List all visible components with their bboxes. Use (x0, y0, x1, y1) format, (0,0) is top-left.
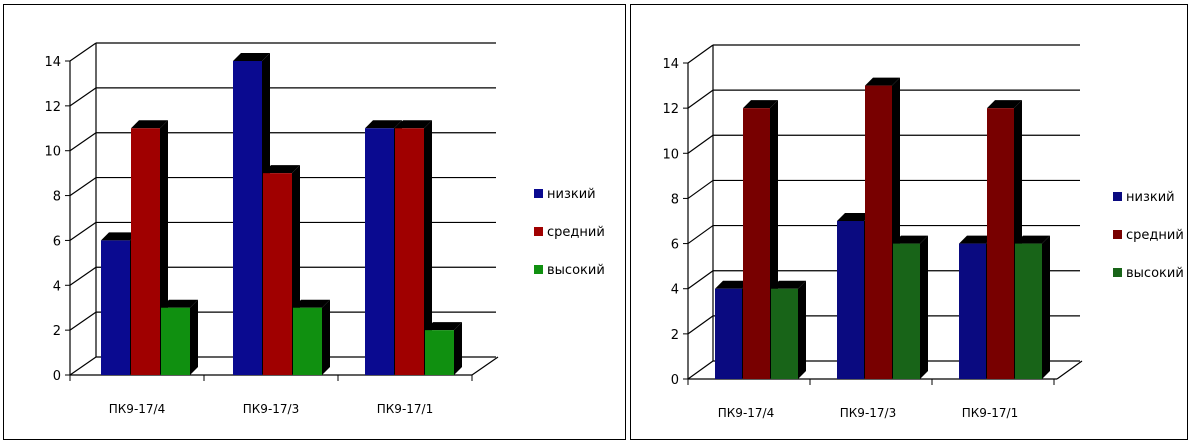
bar-top (715, 280, 750, 289)
bar-side (424, 120, 432, 376)
bar-низкий-0 (715, 288, 742, 379)
bar-top (771, 280, 806, 289)
grid-connector (69, 266, 97, 286)
legend-swatch (1113, 268, 1122, 277)
bar-высокий-1 (293, 307, 322, 375)
y-tick-label: 6 (53, 234, 61, 249)
bar-top (743, 100, 778, 109)
x-tick-label: ПК9-17/1 (377, 402, 433, 416)
bar-top (131, 120, 168, 129)
bar-высокий-2 (425, 330, 454, 375)
bar-top (395, 120, 432, 129)
grid-connector (687, 360, 714, 380)
y-tick-label: 4 (53, 279, 61, 294)
bar-низкий-2 (959, 243, 986, 379)
x-tick-label: ПК9-17/4 (718, 406, 774, 420)
legend-label: высокий (547, 263, 605, 278)
legend-label: высокий (1126, 266, 1184, 281)
y-tick-label: 10 (662, 147, 679, 162)
y-tick-label: 4 (671, 283, 679, 298)
bar-низкий-2 (365, 128, 394, 375)
bar-средний-2 (987, 108, 1014, 380)
bar-низкий-0 (101, 240, 130, 375)
y-tick-label: 0 (53, 369, 61, 384)
floor-edge (471, 356, 499, 376)
y-tick-label: 2 (53, 324, 61, 339)
grid-connector (69, 177, 97, 197)
y-tick-label: 14 (662, 57, 679, 72)
bar-top (865, 77, 900, 86)
grid-connector (687, 315, 714, 335)
bar-top (161, 299, 198, 308)
bar-средний-1 (263, 173, 292, 375)
grid-connector (69, 356, 97, 376)
legend-label: низкий (1126, 190, 1175, 205)
chart-panel-left: 0 2 4 6 8 10 12 14 ПК9-17/4 ПК9-17/3 ПК9-17/1 низки… (3, 4, 626, 440)
bar-высокий-0 (161, 307, 190, 375)
y-tick-label: 12 (662, 102, 679, 117)
y-tick-label: 8 (671, 192, 679, 207)
bar-side (1042, 235, 1050, 379)
grid-connector (687, 89, 714, 109)
grid-connector (69, 87, 97, 107)
bar-низкий-1 (837, 221, 864, 379)
chart-panel-right: 0 2 4 6 8 10 12 14 ПК9-17/4 ПК9-17/3 ПК9-17/1 низки… (630, 4, 1188, 440)
y-tick-label: 10 (44, 145, 61, 160)
bar-side (322, 299, 330, 375)
x-tick-label: ПК9-17/1 (962, 406, 1018, 420)
bar-низкий-1 (233, 61, 262, 375)
grid-connector (687, 44, 714, 64)
legend-swatch (1113, 230, 1122, 239)
bar-высокий-2 (1015, 243, 1042, 379)
legend-swatch (1113, 192, 1122, 201)
bar-средний-2 (395, 128, 424, 375)
bar-высокий-1 (893, 243, 920, 379)
bar-top (293, 299, 330, 308)
bar-top (893, 235, 928, 244)
bar-средний-0 (743, 108, 770, 380)
y-tick-label: 2 (671, 328, 679, 343)
grid-connector (69, 311, 97, 331)
bar-средний-0 (131, 128, 160, 375)
y-tick-label: 12 (44, 100, 61, 115)
bar-top (233, 53, 270, 61)
legend-swatch (534, 227, 543, 236)
grid-connector (687, 179, 714, 199)
grid-connector (687, 134, 714, 154)
bar-top (365, 120, 402, 129)
y-tick-label: 6 (671, 238, 679, 253)
bar-top (987, 100, 1022, 109)
bar-top (425, 322, 462, 331)
bar-top (837, 213, 872, 221)
bar-top (959, 235, 994, 244)
bar-top (263, 165, 300, 174)
y-tick-label: 8 (53, 190, 61, 205)
bar-chart-right: 0 2 4 6 8 10 12 14 ПК9-17/4 ПК9-17/3 ПК9-17/1 низки… (662, 44, 1184, 420)
grid-connector (69, 42, 97, 62)
bar-top (101, 232, 138, 241)
grid-connector (69, 221, 97, 241)
bar-top (1015, 235, 1050, 244)
legend-swatch (534, 189, 543, 198)
bar-side (454, 322, 462, 375)
floor-edge (1056, 360, 1083, 380)
x-tick-label: ПК9-17/4 (109, 402, 165, 416)
grid-connector (687, 270, 714, 290)
y-tick-label: 0 (671, 373, 679, 388)
legend-label: средний (1126, 228, 1184, 243)
x-tick-label: ПК9-17/3 (243, 402, 299, 416)
bar-высокий-0 (771, 288, 798, 379)
grid-connector (687, 225, 714, 245)
bar-side (190, 299, 198, 375)
bar-side (798, 280, 806, 379)
bar-side (920, 235, 928, 379)
bar-средний-1 (865, 85, 892, 380)
y-tick-label: 14 (44, 55, 61, 70)
x-tick-label: ПК9-17/3 (840, 406, 896, 420)
legend-swatch (534, 265, 543, 274)
legend-label: средний (547, 225, 605, 240)
legend-label: низкий (547, 187, 596, 202)
bar-chart-left: 0 2 4 6 8 10 12 14 ПК9-17/4 ПК9-17/3 ПК9-17/1 низки… (44, 42, 605, 416)
grid-connector (69, 132, 97, 152)
